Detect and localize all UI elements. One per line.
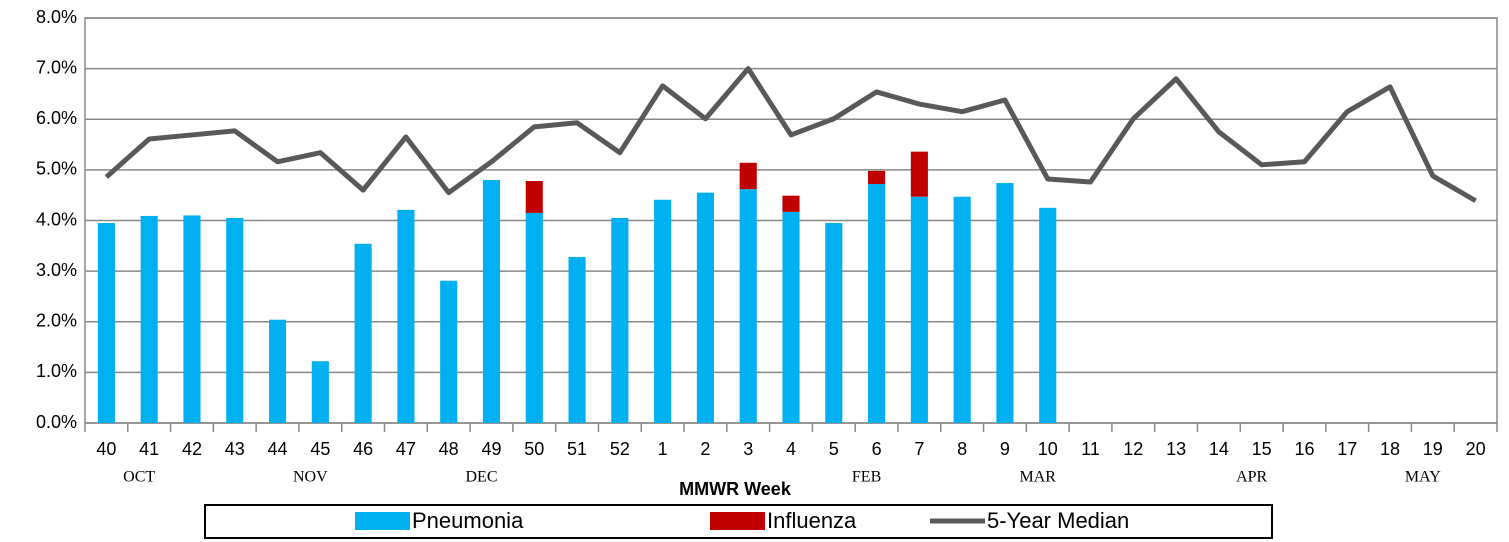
x-tick-label: 16: [1294, 439, 1314, 459]
x-tick-label: 48: [439, 439, 459, 459]
bar: [482, 180, 501, 423]
x-tick-label: 8: [957, 439, 967, 459]
bar: [354, 243, 372, 423]
x-tick-label: 7: [914, 439, 924, 459]
y-tick-label: 4.0%: [36, 209, 77, 229]
x-tick-label: 12: [1123, 439, 1143, 459]
bar: [654, 199, 672, 423]
legend-label: Pneumonia: [412, 508, 524, 533]
bar: [140, 215, 158, 423]
x-tick-label: 4: [786, 439, 796, 459]
x-tick-label: 11: [1081, 439, 1100, 459]
bar: [696, 192, 714, 423]
bar: [525, 212, 543, 423]
median-line: [104, 66, 1477, 203]
x-tick-label: 50: [524, 439, 544, 459]
bar: [782, 195, 800, 212]
x-tick-label: 2: [700, 439, 710, 459]
x-tick-label: 43: [225, 439, 245, 459]
x-tick-label: 49: [481, 439, 501, 459]
bar: [97, 223, 115, 423]
x-tick-label: 42: [182, 439, 202, 459]
month-label: FEB: [852, 469, 881, 486]
bar: [611, 217, 629, 423]
bar: [868, 170, 886, 185]
y-tick-label: 7.0%: [36, 57, 77, 77]
bar: [910, 196, 928, 423]
x-tick-label: 47: [396, 439, 416, 459]
bar: [1039, 207, 1057, 423]
x-tick-label: 19: [1423, 439, 1443, 459]
x-tick-label: 41: [139, 439, 159, 459]
legend-swatch: [355, 512, 410, 530]
x-tick-label: 13: [1166, 439, 1186, 459]
y-tick-label: 5.0%: [36, 159, 77, 179]
month-label: MAR: [1020, 469, 1057, 486]
legend-label: 5-Year Median: [987, 508, 1129, 533]
x-tick-label: 6: [872, 439, 882, 459]
x-tick-label: 51: [567, 439, 587, 459]
x-tick-label: 46: [353, 439, 373, 459]
x-tick-label: 44: [268, 439, 288, 459]
bar: [311, 361, 329, 423]
x-tick-label: 52: [610, 439, 630, 459]
bar: [440, 280, 458, 423]
x-tick-label: 9: [1000, 439, 1010, 459]
bar: [953, 196, 971, 423]
bar: [825, 223, 843, 423]
y-tick-label: 8.0%: [36, 7, 77, 27]
y-tick-label: 2.0%: [36, 311, 77, 331]
month-label: MAY: [1405, 469, 1441, 486]
x-tick-label: 14: [1209, 439, 1229, 459]
month-label: NOV: [293, 469, 328, 486]
x-tick-label: 5: [829, 439, 839, 459]
legend-label: Influenza: [767, 508, 857, 533]
bar: [397, 209, 415, 423]
bar: [739, 162, 757, 190]
month-label: DEC: [465, 469, 497, 486]
x-tick-label: 1: [658, 439, 668, 459]
x-tick-label: 10: [1038, 439, 1058, 459]
bar: [996, 183, 1014, 423]
month-label: APR: [1236, 469, 1267, 486]
bar: [226, 217, 244, 423]
x-tick-label: 40: [96, 439, 116, 459]
bar: [183, 215, 201, 423]
bar: [568, 256, 586, 423]
y-tick-label: 3.0%: [36, 260, 77, 280]
month-label: OCT: [123, 469, 155, 486]
bar: [525, 181, 543, 213]
y-tick-label: 1.0%: [36, 361, 77, 381]
x-tick-label: 17: [1337, 439, 1357, 459]
bar: [910, 151, 928, 197]
bar: [782, 211, 800, 423]
x-tick-label: 20: [1466, 439, 1486, 459]
x-axis-title: MMWR Week: [679, 479, 792, 499]
x-tick-label: 45: [310, 439, 330, 459]
bar: [868, 184, 886, 423]
legend-swatch: [710, 512, 765, 530]
y-tick-label: 0.0%: [36, 412, 77, 432]
x-tick-label: 18: [1380, 439, 1400, 459]
x-tick-label: 15: [1252, 439, 1272, 459]
bar: [268, 319, 287, 423]
x-tick-label: 3: [743, 439, 753, 459]
y-tick-label: 6.0%: [36, 108, 77, 128]
bar: [739, 189, 757, 423]
